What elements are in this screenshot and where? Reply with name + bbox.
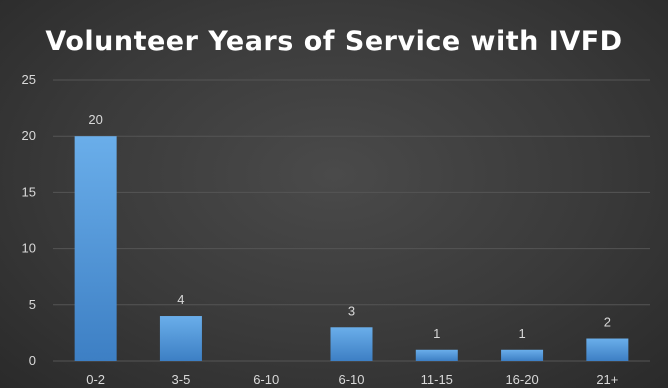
- y-tick-label: 10: [22, 241, 36, 256]
- data-label: 2: [604, 315, 611, 330]
- bar-0-2: [74, 136, 117, 361]
- bar-11-15: [415, 349, 458, 361]
- y-tick-label: 15: [22, 184, 36, 199]
- data-label: 1: [433, 326, 440, 341]
- y-tick-label: 5: [29, 297, 36, 312]
- data-label: 20: [88, 112, 102, 127]
- bar-6-10: [330, 327, 373, 361]
- chart-title: Volunteer Years of Service with IVFD: [45, 26, 623, 57]
- x-tick-label: 21+: [596, 372, 618, 387]
- x-tick-label: 6-10: [338, 372, 364, 387]
- data-label: 3: [348, 303, 355, 318]
- y-tick-label: 25: [22, 72, 36, 87]
- data-label: 1: [518, 326, 525, 341]
- bar-16-20: [501, 349, 544, 361]
- y-tick-label: 0: [29, 353, 36, 368]
- x-tick-label: 11-15: [421, 372, 453, 387]
- y-tick-label: 20: [22, 128, 36, 143]
- x-tick-label: 6-10: [253, 372, 279, 387]
- x-tick-label: 3-5: [172, 372, 191, 387]
- bar-3-5: [159, 316, 202, 361]
- bar-21+: [586, 338, 629, 361]
- x-tick-label: 16-20: [505, 372, 538, 387]
- data-label: 4: [177, 292, 184, 307]
- x-tick-label: 0-2: [86, 372, 105, 387]
